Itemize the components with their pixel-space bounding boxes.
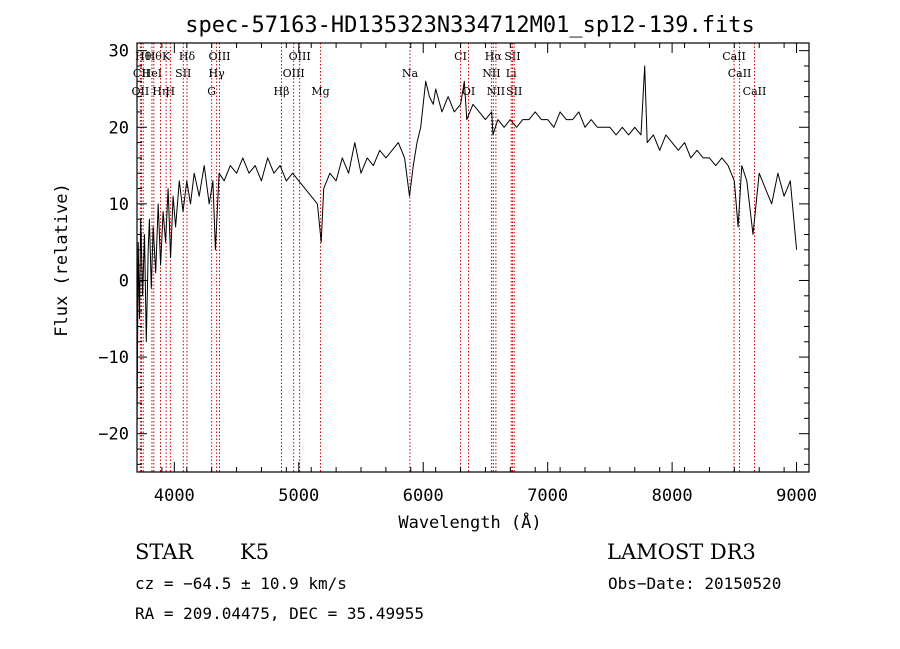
line-label: SII <box>175 67 191 80</box>
line-label: CaII <box>722 50 746 63</box>
y-tick-label: −20 <box>98 425 129 445</box>
line-label: Hδ <box>179 50 196 63</box>
line-label: HeI <box>142 67 162 80</box>
emission-line-markers: HθCIIOIIHθHeIHηKHSIIHδGHγOIIIHβOIIIOIIIM… <box>132 43 767 472</box>
y-tick-label: 20 <box>109 118 129 138</box>
x-axis-label: Wavelength (Å) <box>398 511 541 533</box>
line-label: NII <box>487 85 505 98</box>
line-label: Hγ <box>209 67 226 80</box>
line-label: OIII <box>283 67 305 80</box>
object-class: STAR <box>135 540 194 564</box>
line-label: Mg <box>311 85 329 98</box>
line-label: Hα <box>485 50 503 63</box>
x-tick-label: 7000 <box>527 486 568 506</box>
line-label: SII <box>506 85 522 98</box>
line-label: Hθ <box>146 50 163 63</box>
line-label: Hβ <box>274 85 290 98</box>
redshift-readout: cz = −64.5 ± 10.9 km/s <box>135 574 347 593</box>
line-label: NII <box>482 67 500 80</box>
line-label: H <box>166 85 176 98</box>
x-tick-label: 6000 <box>403 486 444 506</box>
axes: 4000 5000 6000 7000 8000 9000 −20 −10 0 10 20 30 <box>98 42 817 506</box>
y-tick-label: −10 <box>98 348 129 368</box>
survey-name: LAMOST DR3 <box>607 540 756 564</box>
x-tick-label: 8000 <box>652 486 693 506</box>
plot-frame <box>136 42 810 473</box>
chart-title: spec-57163-HD135323N334712M01_sp12-139.f… <box>185 13 755 38</box>
line-label: OII <box>132 85 150 98</box>
x-tick-label: 9000 <box>776 486 817 506</box>
line-label: Li <box>506 67 517 80</box>
observation-date: Obs−Date: 20150520 <box>608 574 782 593</box>
spectrum-series <box>136 65 798 434</box>
line-label: SII <box>504 50 520 63</box>
line-label: Hη <box>152 85 168 98</box>
line-label: OIII <box>208 50 230 63</box>
y-axis-label: Flux (relative) <box>52 183 72 337</box>
object-subclass: K5 <box>240 540 270 564</box>
spectrum-line <box>136 65 798 434</box>
line-label: CaII <box>743 85 767 98</box>
x-tick-label: 5000 <box>278 486 319 506</box>
line-label: CI <box>454 50 467 63</box>
y-tick-label: 30 <box>109 42 129 62</box>
y-tick-label: 10 <box>109 195 129 215</box>
coordinates-readout: RA = 209.04475, DEC = 35.49955 <box>135 604 424 623</box>
y-tick-label: 0 <box>119 271 129 291</box>
line-label: G <box>207 85 216 98</box>
line-label: Hθ <box>135 50 152 63</box>
line-label: Na <box>402 67 419 80</box>
line-label: K <box>162 50 171 63</box>
line-label: OIII <box>289 50 311 63</box>
x-tick-label: 4000 <box>154 486 195 506</box>
line-label: CaII <box>728 67 752 80</box>
